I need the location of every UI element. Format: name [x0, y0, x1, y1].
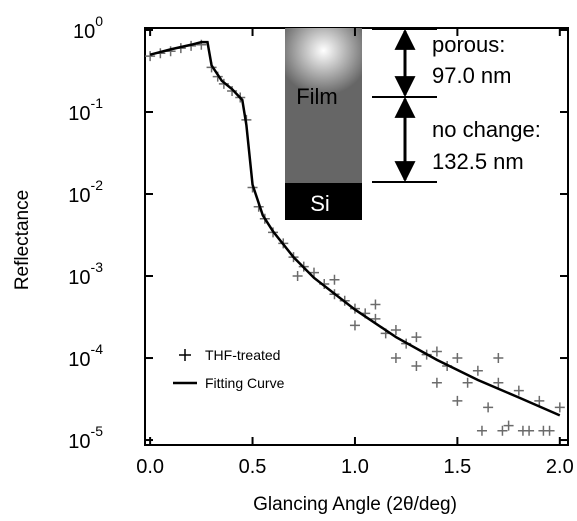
legend-label: THF-treated — [205, 347, 280, 363]
data-point — [452, 395, 463, 406]
data-point — [483, 402, 494, 413]
layer-label: no change: — [432, 117, 541, 142]
data-point — [349, 320, 360, 331]
plot-area — [145, 39, 565, 436]
y-tick-exponent: -2 — [91, 177, 104, 193]
data-point — [534, 395, 545, 406]
y-tick-label: 100 — [73, 13, 103, 43]
layer-label: porous: — [432, 32, 505, 57]
x-tick-label: 1.5 — [443, 456, 471, 478]
data-point — [513, 385, 524, 396]
y-tick-label: 10-5 — [68, 423, 103, 453]
layer-thickness: 97.0 nm — [432, 63, 512, 88]
y-tick-base: 10 — [68, 349, 90, 371]
data-point — [472, 365, 483, 376]
y-tick-base: 10 — [68, 431, 90, 453]
porous-layer — [285, 28, 362, 103]
data-point — [329, 274, 340, 285]
data-point — [497, 425, 508, 436]
y-tick-label: 10-4 — [68, 341, 103, 371]
data-point — [524, 425, 535, 436]
data-point — [292, 271, 303, 282]
data-point — [493, 353, 504, 364]
data-point — [462, 377, 473, 388]
film-label: Film — [296, 84, 338, 109]
substrate — [285, 183, 362, 220]
data-point — [411, 360, 422, 371]
data-point — [476, 425, 487, 436]
y-tick-base: 10 — [68, 267, 90, 289]
data-point — [493, 377, 504, 388]
y-axis-label: Reflectance — [12, 190, 33, 290]
x-tick-label: 0.5 — [239, 456, 267, 478]
y-tick-base: 10 — [68, 185, 90, 207]
legend-label: Fitting Curve — [205, 375, 285, 391]
x-tick-label: 1.0 — [341, 456, 369, 478]
substrate-label: Si — [310, 191, 330, 216]
data-point — [390, 353, 401, 364]
data-point — [390, 324, 401, 335]
inset: Film Si porous: 97.0 nm no change: 132.5… — [285, 28, 541, 220]
data-point — [503, 420, 514, 431]
data-point — [554, 402, 565, 413]
data-point — [370, 299, 381, 310]
y-tick-base: 10 — [73, 21, 95, 43]
y-tick-base: 10 — [68, 103, 90, 125]
data-point — [452, 353, 463, 364]
data-point — [431, 377, 442, 388]
data-point — [308, 267, 319, 278]
y-tick-exponent: -4 — [91, 341, 104, 357]
y-tick-exponent: 0 — [95, 13, 103, 29]
x-tick-label: 2.0 — [546, 456, 574, 478]
y-tick-exponent: -1 — [91, 95, 104, 111]
legend-symbol — [179, 349, 191, 361]
y-tick-label: 10-3 — [68, 259, 103, 289]
x-tick-label: 0.0 — [136, 456, 164, 478]
y-tick-label: 10-1 — [68, 95, 103, 125]
data-point — [544, 425, 555, 436]
data-point — [431, 346, 442, 357]
layer-thickness: 132.5 nm — [432, 149, 524, 174]
y-tick-exponent: -5 — [91, 423, 104, 439]
x-axis-label: Glancing Angle (2θ/deg) — [253, 494, 457, 515]
data-point — [411, 332, 422, 343]
fit-line — [149, 40, 561, 417]
y-tick-label: 10-2 — [68, 177, 103, 207]
data-point — [145, 51, 156, 62]
y-tick-exponent: -3 — [91, 259, 104, 275]
